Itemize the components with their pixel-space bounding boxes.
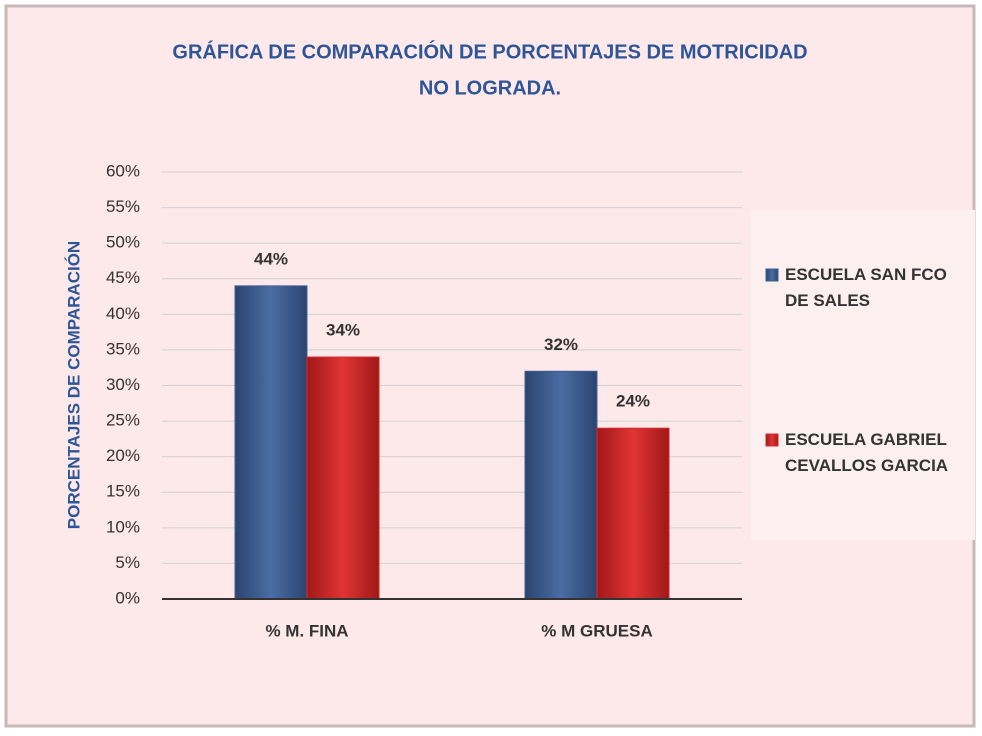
- bar: [596, 427, 670, 600]
- legend-box: [750, 210, 975, 540]
- legend-label: ESCUELA SAN FCO DE SALES: [785, 265, 947, 310]
- y-tick-label: 10%: [106, 517, 140, 536]
- y-tick-label: 20%: [106, 446, 140, 465]
- x-tick-label: % M. FINA: [265, 621, 348, 640]
- chart-title: NO LOGRADA.: [419, 77, 561, 99]
- y-tick-label: 15%: [106, 482, 140, 501]
- legend-swatch: [765, 433, 779, 447]
- y-tick-label: 35%: [106, 339, 140, 358]
- bar: [524, 370, 598, 600]
- y-tick-label: 30%: [106, 375, 140, 394]
- data-label: 44%: [254, 249, 288, 268]
- y-tick-label: 25%: [106, 411, 140, 430]
- y-tick-label: 45%: [106, 268, 140, 287]
- data-label: 24%: [616, 392, 650, 411]
- y-axis-label: PORCENTAJES DE COMPARACIÓN: [64, 241, 83, 529]
- y-tick-label: 50%: [106, 233, 140, 252]
- x-tick-label: % M GRUESA: [541, 621, 652, 640]
- data-label: 34%: [326, 321, 360, 340]
- chart-title: GRÁFICA DE COMPARACIÓN DE PORCENTAJES DE…: [172, 39, 807, 63]
- legend-swatch: [765, 268, 779, 282]
- y-tick-label: 0%: [115, 588, 140, 607]
- y-tick-label: 5%: [115, 553, 140, 572]
- y-tick-label: 40%: [106, 304, 140, 323]
- bar: [234, 285, 308, 600]
- bar: [306, 356, 380, 600]
- data-label: 32%: [544, 335, 578, 354]
- y-tick-label: 60%: [106, 161, 140, 180]
- legend-label: ESCUELA GABRIEL CEVALLOS GARCIA: [785, 430, 949, 475]
- y-tick-label: 55%: [106, 197, 140, 216]
